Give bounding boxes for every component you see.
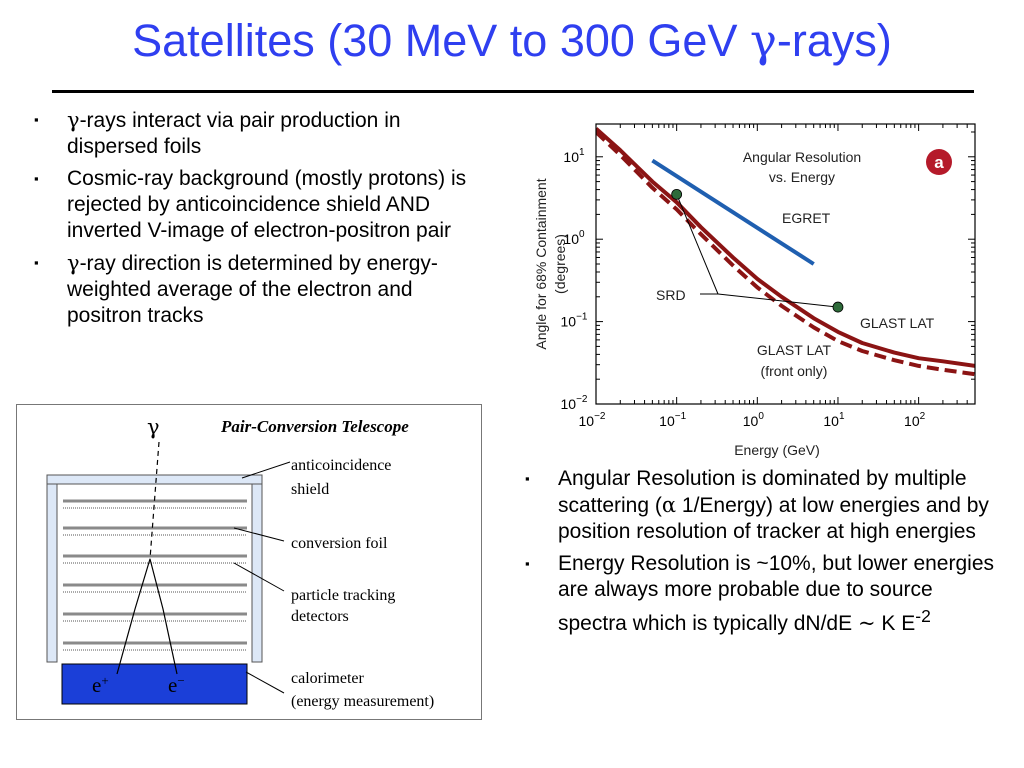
calorimeter-block: [61, 663, 248, 705]
y-tick-label: 100: [563, 229, 585, 247]
bullet-marker-icon: ▪: [34, 255, 39, 270]
y-axis-label-line2: (degrees): [552, 234, 568, 294]
glast-label: GLAST LAT: [860, 315, 935, 331]
shield-callout: [241, 461, 291, 479]
positron-track: [116, 558, 151, 675]
bullet-marker-icon: ▪: [34, 112, 39, 127]
anticoincidence-shield-left: [46, 483, 58, 663]
chart-title-line2: vs. Energy: [769, 169, 835, 185]
bullet-angular-resolution: ▪ Angular Resolution is dominated by mult…: [525, 467, 989, 543]
calorimeter-label-line1: calorimeter: [291, 670, 365, 687]
tilde-symbol: ~: [857, 611, 876, 635]
y-axis-label-line1: Angle for 68% Containment: [533, 178, 549, 349]
gamma-symbol: γ: [749, 14, 777, 67]
y-tick-label: 10−1: [561, 312, 588, 330]
right-bullet-list: ▪ Angular Resolution is dominated by mult…: [525, 466, 995, 643]
anticoincidence-shield-top: [46, 474, 263, 485]
bullet-energy-resolution: ▪ Energy Resolution is ~10%, but lower en…: [525, 552, 994, 635]
gamma-ray-path: [149, 441, 160, 560]
bullet-gamma-pair-production: ▪ γ-rays interact via pair production in …: [34, 108, 401, 158]
foil-label: conversion foil: [291, 535, 388, 552]
srd-point: [832, 301, 844, 313]
bullet-gamma-direction: ▪ γ-ray direction is determined by energy…: [34, 251, 438, 327]
x-tick-label: 102: [904, 411, 926, 429]
chart-title-line1: Angular Resolution: [743, 149, 861, 165]
title-underline: [52, 90, 974, 93]
slide-title: Satellites (30 MeV to 300 GeV γ-rays): [132, 14, 892, 67]
x-tick-label: 100: [743, 411, 765, 429]
gamma-ray-label: γ: [147, 415, 160, 439]
glast-lat-series: [596, 127, 975, 368]
tracking-label-line1: particle tracking: [291, 587, 395, 604]
x-axis-label: Energy (GeV): [734, 442, 820, 458]
panel-badge: [926, 149, 952, 175]
tracking-callout: [233, 562, 285, 592]
shield-label-line1: anticoincidence: [291, 457, 391, 474]
egret-label: EGRET: [782, 210, 831, 226]
shield-label-line2: shield: [291, 481, 329, 498]
srd-pointer-line: [676, 194, 719, 295]
electron-track: [149, 558, 178, 675]
bullet-marker-icon: ▪: [34, 171, 39, 186]
bullet-cosmic-ray-background: ▪ Cosmic-ray background (mostly protons) …: [34, 167, 467, 242]
x-tick-label: 101: [823, 411, 845, 429]
calorimeter-label-line2: (energy measurement): [291, 693, 434, 710]
bullet-marker-icon: ▪: [525, 556, 530, 571]
angular-resolution-chart: 10−2 10−1 100 101 102 10−2 10−1 100 101 Angular …: [533, 123, 976, 458]
egret-series: [651, 158, 815, 266]
glast-lat-front-only-series: [596, 130, 975, 377]
foil-callout: [233, 527, 285, 542]
positron-label: e+: [92, 673, 109, 698]
electron-label: e−: [168, 673, 185, 698]
x-tick-label: 10−1: [659, 411, 686, 429]
panel-badge-label: a: [934, 153, 944, 172]
y-tick-label: 101: [563, 147, 585, 165]
left-bullet-list: ▪ γ-rays interact via pair production in …: [34, 107, 484, 335]
tracker-stack: [63, 499, 247, 651]
bullet-marker-icon: ▪: [525, 471, 530, 486]
front-only-label-line1: GLAST LAT: [757, 342, 832, 358]
calorimeter-callout: [245, 671, 285, 694]
tracking-label-line2: detectors: [291, 608, 349, 625]
y-tick-label: 10−2: [561, 394, 588, 412]
diagram-title: Pair-Conversion Telescope: [220, 417, 409, 436]
x-tick-label: 10−2: [579, 411, 606, 429]
srd-pointer-line: [717, 293, 839, 308]
srd-point: [671, 188, 683, 200]
pair-conversion-telescope-diagram: Pair-Conversion Telescope γ e+ e− antico…: [16, 404, 482, 720]
anticoincidence-shield-right: [251, 483, 263, 663]
alpha-symbol: α: [661, 493, 677, 517]
plot-frame: [595, 123, 976, 405]
srd-label: SRD: [656, 287, 686, 303]
front-only-label-line2: (front only): [761, 363, 828, 379]
